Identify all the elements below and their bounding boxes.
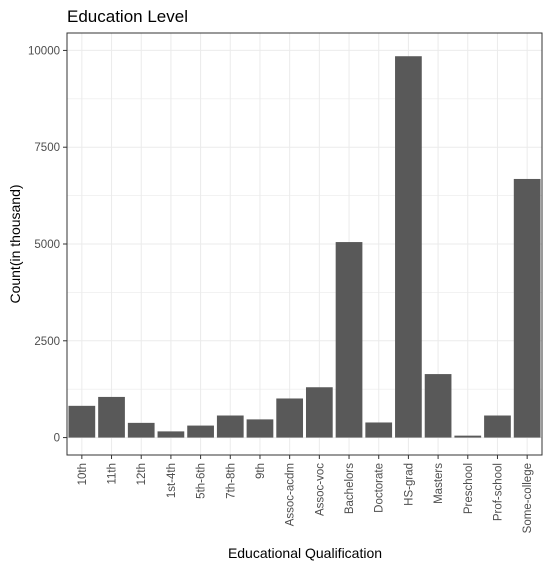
y-axis-title: Count(in thousand): [7, 184, 23, 303]
x-tick-label: 11th: [107, 463, 119, 485]
y-tick-label: 2500: [34, 336, 60, 348]
x-tick-label: 12th: [136, 463, 148, 485]
bar-12th: [127, 422, 155, 438]
bar-assoc-acdm: [276, 398, 304, 438]
bar-bachelors: [335, 242, 363, 438]
bar-7th-8th: [216, 415, 244, 438]
bar-assoc-voc: [305, 387, 333, 438]
x-tick-label: 10th: [77, 463, 89, 485]
x-axis-ticks: 10th 11th 12th 1st-4th 5th-6th 7th-8th 9th Asso…: [77, 455, 534, 533]
bar-doctorate: [365, 422, 393, 438]
bar-some-college: [513, 178, 541, 438]
y-tick-label: 5000: [34, 239, 60, 251]
x-tick-label: Assoc-voc: [314, 463, 326, 516]
y-tick-label: 7500: [34, 142, 60, 154]
x-tick-label: 5th-6th: [196, 463, 208, 499]
y-axis-ticks: 0 2500 5000 7500 10000: [28, 45, 67, 445]
bar-5th-6th: [187, 425, 214, 438]
x-tick-label: 7th-8th: [225, 463, 237, 499]
x-tick-label: Assoc-acdm: [285, 463, 297, 526]
x-tick-label: Doctorate: [374, 463, 386, 513]
bar-11th: [98, 396, 125, 438]
x-tick-label: Some-college: [522, 463, 534, 533]
y-tick-label: 10000: [28, 45, 60, 57]
grid-lines: [67, 33, 542, 455]
x-tick-label: Prof-school: [492, 463, 504, 521]
x-tick-label: Bachelors: [344, 463, 356, 514]
x-axis-title: Educational Qualification: [228, 545, 382, 561]
bar-9th: [246, 419, 274, 438]
chart-title: Education Level: [67, 7, 188, 26]
x-tick-label: Preschool: [463, 463, 475, 514]
bar-1st-4th: [157, 431, 185, 438]
x-tick-label: HS-grad: [403, 463, 415, 506]
bar-prof-school: [484, 415, 511, 438]
bars: [68, 56, 541, 438]
bar-hs-grad: [395, 56, 422, 438]
bar-masters: [424, 374, 452, 438]
x-tick-label: 1st-4th: [166, 463, 178, 498]
bar-preschool: [454, 435, 482, 438]
x-tick-label: Masters: [433, 463, 445, 504]
y-tick-label: 0: [54, 433, 60, 445]
bar-10th: [68, 405, 96, 438]
x-tick-label: 9th: [255, 463, 267, 479]
